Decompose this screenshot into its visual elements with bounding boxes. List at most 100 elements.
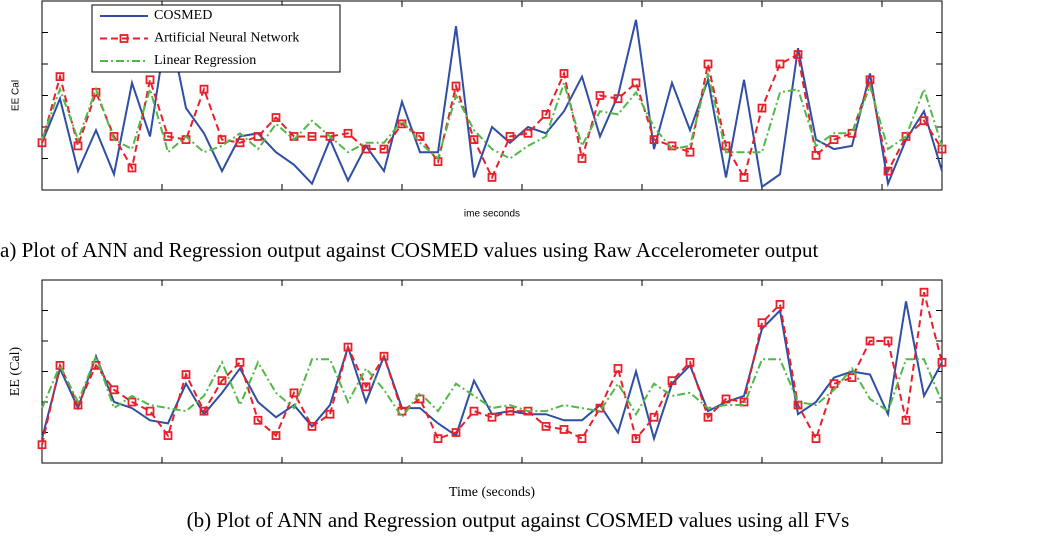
series-marker — [703, 412, 713, 422]
series-marker — [127, 163, 137, 173]
series-marker — [739, 397, 749, 407]
series-marker — [919, 287, 929, 297]
y-axis-label: EE Cal — [11, 80, 22, 111]
series-marker — [847, 128, 857, 138]
x-axis-label: Time (seconds) — [449, 485, 536, 500]
series-marker — [649, 135, 659, 145]
series-marker — [55, 360, 65, 370]
series-marker — [487, 412, 497, 422]
series-marker — [865, 336, 875, 346]
series-line — [41, 353, 943, 419]
series-marker — [613, 94, 623, 104]
series-marker — [685, 357, 695, 367]
series-marker — [433, 434, 443, 444]
series-marker — [577, 434, 587, 444]
series-marker — [775, 59, 785, 69]
caption: a) Plot of ANN and Regression output aga… — [0, 238, 818, 262]
series-marker — [595, 403, 605, 413]
series-marker — [793, 400, 803, 410]
series-marker — [307, 421, 317, 431]
series-marker — [163, 132, 173, 141]
series-marker — [361, 382, 371, 392]
series-marker — [541, 110, 551, 119]
series-marker — [505, 406, 515, 416]
series-marker — [901, 132, 911, 141]
series-line — [41, 301, 943, 443]
series-marker — [235, 357, 245, 367]
plot-frame — [41, 279, 943, 464]
series-marker — [631, 434, 641, 444]
series-marker — [703, 59, 713, 69]
series-marker — [253, 132, 263, 141]
series-marker — [757, 103, 767, 113]
series-marker — [883, 336, 893, 346]
series-marker — [379, 351, 389, 361]
series-line — [41, 53, 943, 181]
series-marker — [559, 69, 569, 78]
series-marker — [199, 406, 209, 416]
chart: EE Cal ime seconds a) Plot of ANN and Regr… — [0, 0, 947, 262]
series-marker — [37, 440, 47, 450]
series-marker — [811, 150, 821, 160]
series-marker — [271, 113, 281, 122]
series-marker — [469, 135, 479, 145]
series-marker — [487, 172, 497, 182]
series-marker — [415, 132, 425, 141]
series-marker — [757, 318, 767, 328]
series-marker — [379, 144, 389, 154]
series-marker — [217, 376, 227, 386]
series-marker — [541, 421, 551, 431]
series-marker — [523, 128, 533, 138]
series-marker — [55, 72, 65, 81]
legend: COSMED Artificial Neural Network Linear Re… — [91, 4, 341, 73]
series-marker — [667, 376, 677, 386]
caption: (b) Plot of ANN and Regression output ag… — [187, 508, 850, 532]
series-marker — [199, 84, 209, 94]
series-marker — [451, 428, 461, 437]
chart: EE (Cal) Time (seconds) (b) Plot of ANN an… — [8, 279, 947, 532]
y-axis-label: EE (Cal) — [8, 346, 23, 396]
series-marker — [631, 78, 641, 88]
series-marker — [325, 409, 335, 419]
series-marker — [793, 50, 803, 59]
series-marker — [361, 144, 371, 154]
series-line — [41, 291, 943, 445]
series-marker — [127, 397, 137, 407]
legend-label: COSMED — [154, 8, 212, 23]
series-marker — [721, 394, 731, 404]
series-marker — [739, 172, 749, 182]
series-marker — [217, 135, 227, 145]
series-marker — [775, 299, 785, 309]
series-marker — [181, 370, 191, 379]
series-marker — [847, 373, 857, 383]
series-marker — [343, 128, 353, 138]
series-marker — [505, 132, 515, 141]
series-marker — [685, 147, 695, 157]
series-marker — [253, 415, 263, 425]
legend-label: Artificial Neural Network — [154, 31, 299, 46]
series-line — [41, 73, 943, 161]
series-marker — [451, 81, 461, 91]
series-marker — [289, 388, 299, 398]
series-marker — [829, 379, 839, 389]
series-marker — [469, 406, 479, 416]
x-axis-label: ime seconds — [464, 209, 520, 220]
series-marker — [325, 132, 335, 141]
series-marker — [577, 154, 587, 163]
series-marker — [829, 135, 839, 145]
series-marker — [613, 364, 623, 373]
legend-label: Linear Regression — [154, 53, 256, 68]
series-marker — [343, 342, 353, 352]
series-marker — [145, 75, 155, 85]
series-marker — [163, 431, 173, 440]
series-marker — [901, 415, 911, 425]
series-marker — [811, 434, 821, 444]
series-marker — [271, 431, 281, 440]
series-marker — [595, 91, 605, 100]
series-marker — [883, 166, 893, 176]
series-marker — [649, 412, 659, 422]
series-marker — [235, 138, 245, 148]
series-marker — [145, 406, 155, 416]
